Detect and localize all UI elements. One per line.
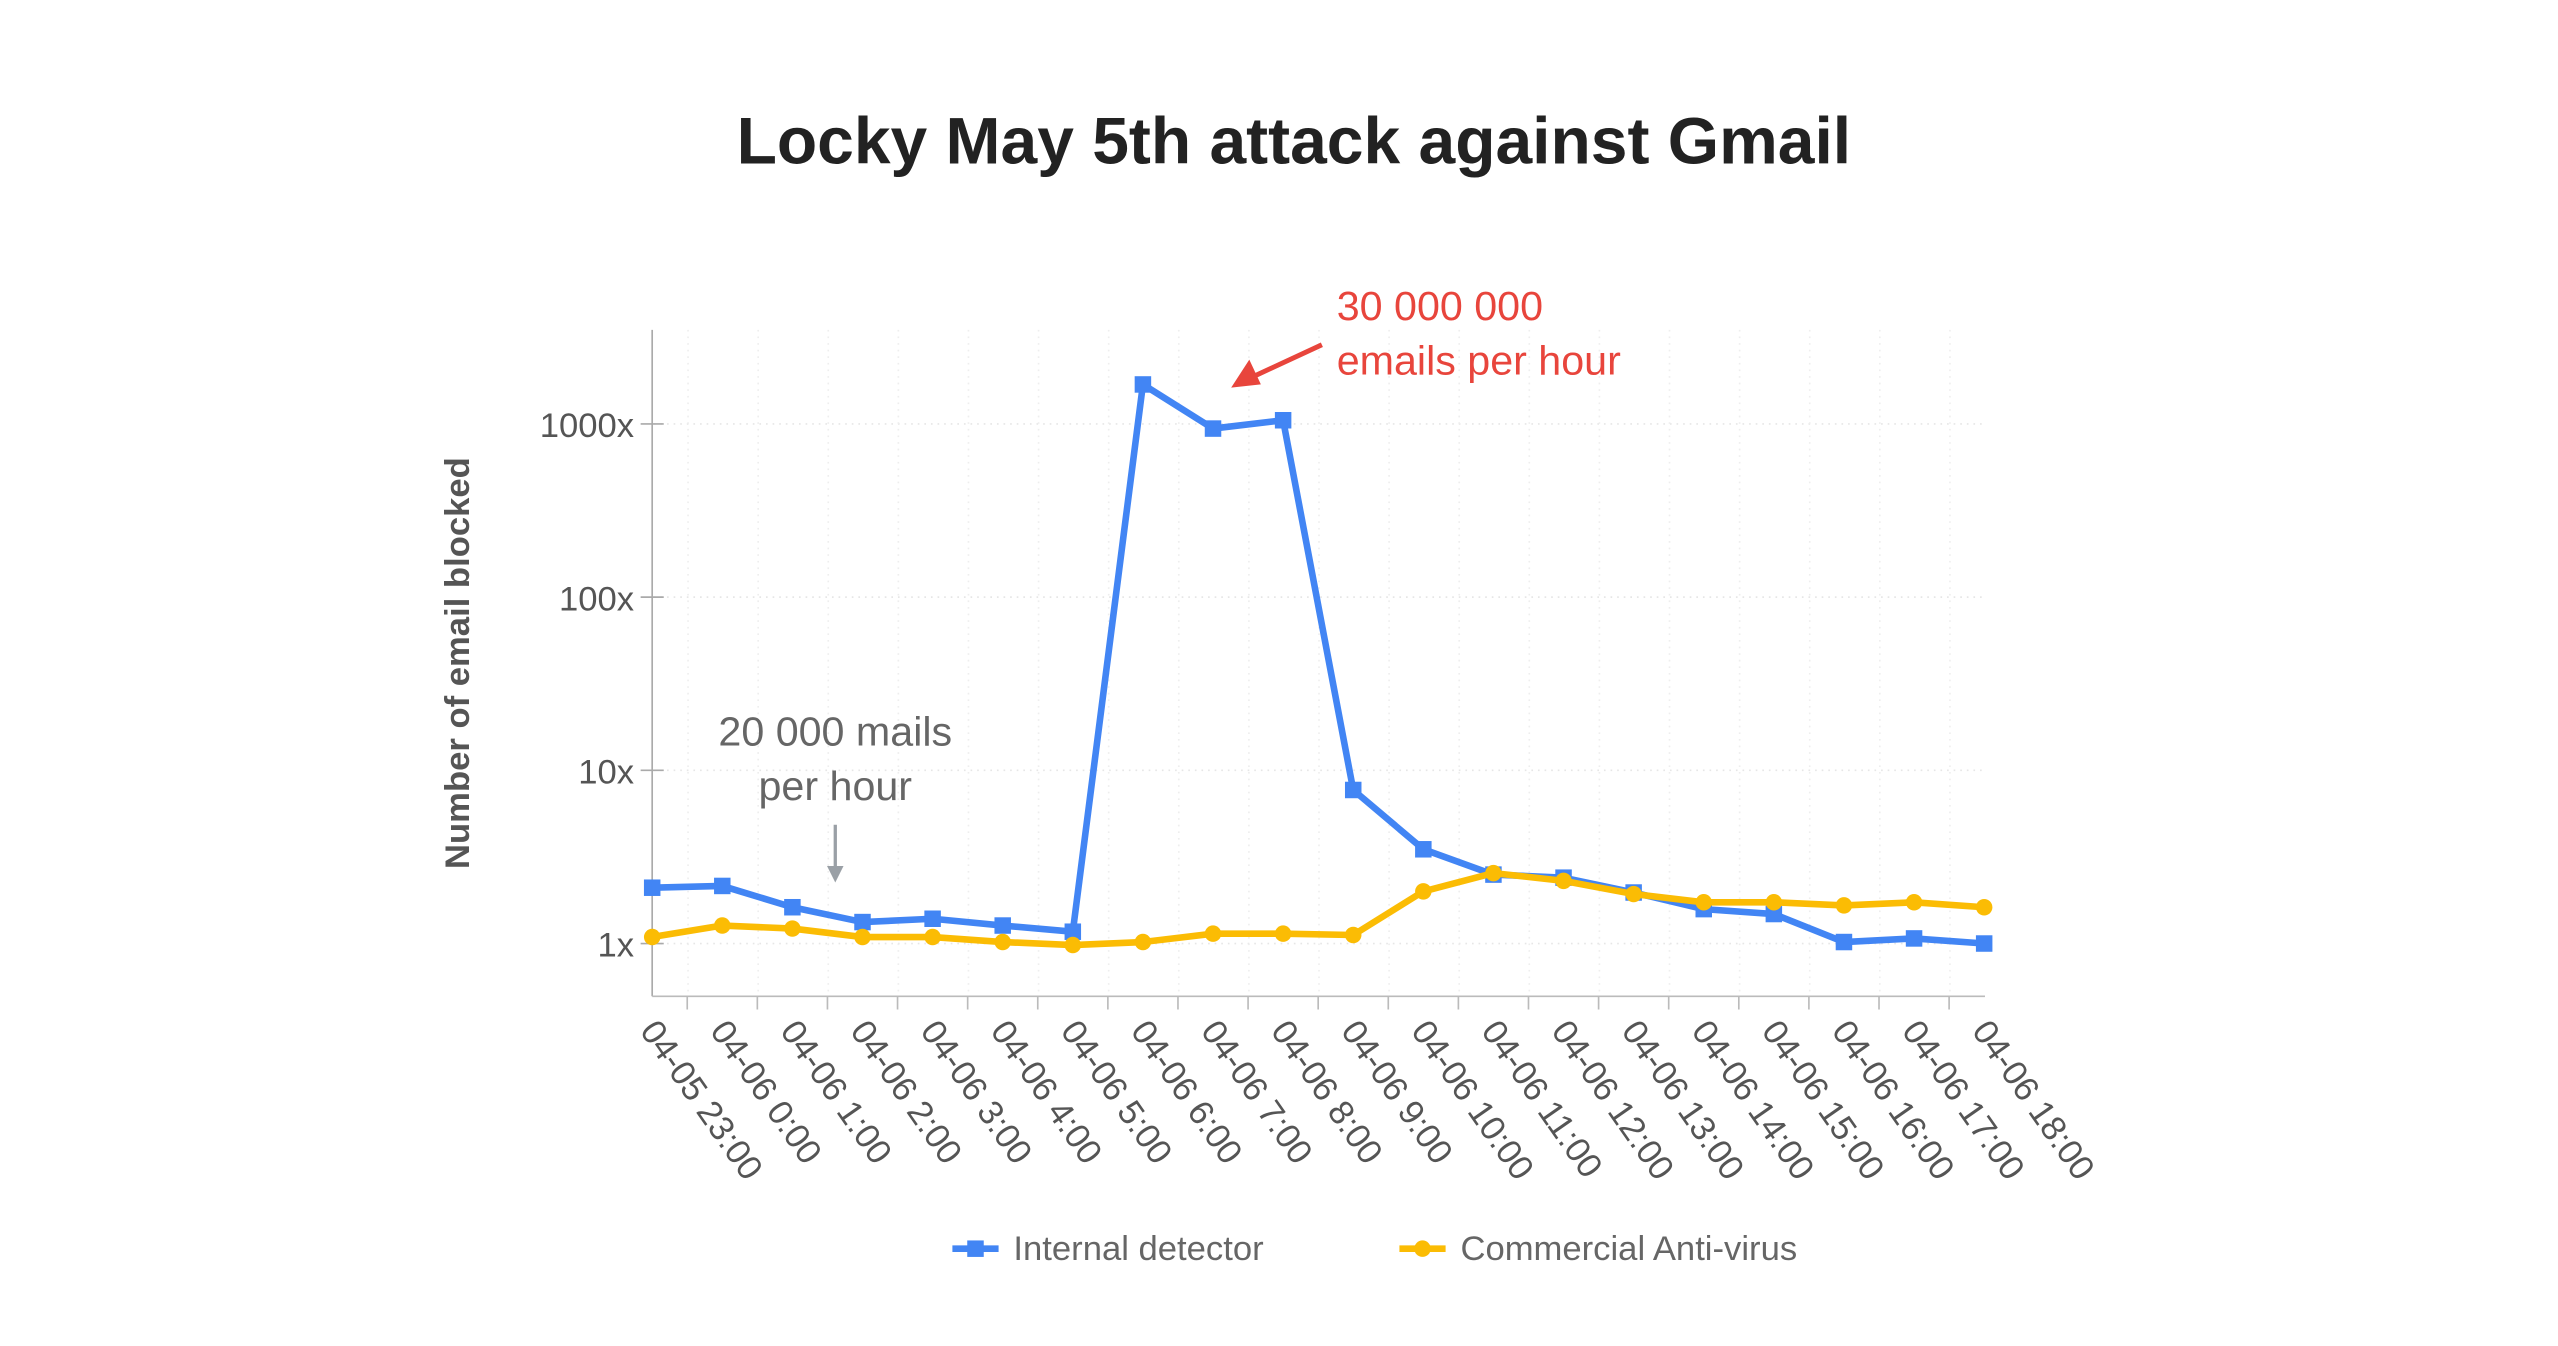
- square-marker-icon[interactable]: [1415, 841, 1432, 858]
- circle-marker-icon: [1414, 1240, 1431, 1257]
- circle-marker-icon[interactable]: [643, 928, 661, 946]
- annotation-20k: 20 000 mails per hour: [718, 709, 952, 883]
- y-tick-label: 1x: [597, 927, 634, 965]
- y-tick-label: 10x: [578, 754, 634, 792]
- square-marker-icon[interactable]: [1274, 412, 1292, 429]
- circle-marker-icon[interactable]: [1274, 925, 1292, 942]
- annotation-20k-line1: 20 000 mails: [718, 709, 952, 755]
- circle-marker-icon[interactable]: [784, 920, 801, 937]
- circle-marker-icon[interactable]: [1344, 926, 1362, 944]
- square-marker-icon[interactable]: [643, 879, 661, 896]
- square-marker-icon[interactable]: [1344, 781, 1362, 799]
- legend-item-commercial-antivirus[interactable]: Commercial Anti-virus: [1399, 1230, 1797, 1268]
- circle-marker-icon[interactable]: [1905, 894, 1923, 911]
- square-marker-icon[interactable]: [994, 917, 1011, 934]
- circle-marker-icon[interactable]: [1064, 936, 1082, 954]
- circle-marker-icon[interactable]: [1485, 864, 1502, 882]
- square-marker-icon[interactable]: [1905, 930, 1923, 947]
- series-line: [651, 869, 1985, 949]
- square-marker-icon[interactable]: [924, 910, 941, 927]
- annotation-20k-line2: per hour: [759, 763, 913, 809]
- circle-marker-icon[interactable]: [1555, 872, 1572, 890]
- square-marker-icon[interactable]: [1204, 420, 1222, 437]
- chart-title: Locky May 5th attack against Gmail: [737, 103, 1852, 177]
- legend-item-internal-detector[interactable]: Internal detector: [952, 1230, 1264, 1268]
- square-marker-icon[interactable]: [1765, 905, 1783, 923]
- legend-label-commercial-antivirus: Commercial Anti-virus: [1460, 1230, 1797, 1268]
- circle-marker-icon[interactable]: [924, 928, 941, 946]
- circle-marker-icon[interactable]: [714, 917, 731, 934]
- legend: Internal detector Commercial Anti-virus: [952, 1230, 1797, 1268]
- square-marker-icon[interactable]: [1134, 376, 1152, 393]
- circle-marker-icon[interactable]: [1765, 894, 1783, 911]
- annotation-30m-line2: emails per hour: [1337, 337, 1621, 383]
- square-marker-icon[interactable]: [714, 877, 731, 895]
- square-marker-icon[interactable]: [854, 913, 871, 931]
- annotation-arrow-shaft: [1253, 342, 1323, 379]
- circle-marker-icon[interactable]: [1975, 898, 1993, 916]
- arrow-head-icon: [1231, 359, 1261, 388]
- y-tick-label: 100x: [559, 580, 634, 618]
- circle-marker-icon[interactable]: [994, 933, 1011, 951]
- gridlines: [653, 329, 1985, 997]
- series-line: [652, 381, 1985, 947]
- circle-marker-icon[interactable]: [1835, 897, 1853, 914]
- y-axis-ticks: 1x 10x 100x 1000x: [540, 407, 664, 965]
- arrow-down-icon: [827, 865, 844, 883]
- square-marker-icon: [967, 1240, 984, 1257]
- series-commercial-anti-virus: [643, 864, 1993, 954]
- legend-label-internal-detector: Internal detector: [1013, 1230, 1263, 1268]
- circle-marker-icon[interactable]: [1625, 885, 1642, 903]
- annotation-30m: 30 000 000 emails per hour: [1231, 283, 1621, 388]
- y-tick-label: 1000x: [540, 407, 634, 445]
- square-marker-icon[interactable]: [784, 898, 801, 916]
- square-marker-icon[interactable]: [1835, 933, 1853, 951]
- series-internal-detector: [643, 376, 1993, 952]
- circle-marker-icon[interactable]: [854, 928, 871, 946]
- circle-marker-icon[interactable]: [1695, 894, 1712, 911]
- circle-marker-icon[interactable]: [1134, 933, 1152, 951]
- circle-marker-icon[interactable]: [1204, 925, 1222, 942]
- annotation-30m-line1: 30 000 000: [1337, 283, 1543, 329]
- square-marker-icon[interactable]: [1975, 935, 1993, 952]
- circle-marker-icon[interactable]: [1415, 883, 1432, 900]
- series-group: [643, 376, 1993, 954]
- square-marker-icon[interactable]: [1064, 923, 1082, 940]
- y-axis-label: Number of email blocked: [439, 457, 477, 869]
